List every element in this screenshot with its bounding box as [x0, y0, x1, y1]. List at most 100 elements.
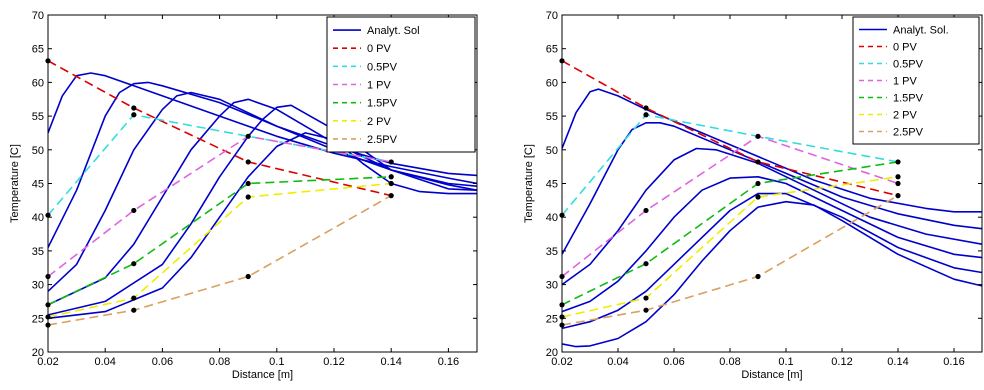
data-point-marker [643, 105, 649, 111]
legend-label: 2.5PV [367, 134, 398, 146]
data-point-marker [131, 307, 137, 313]
data-point-marker [643, 295, 649, 301]
data-point-marker [245, 180, 251, 187]
data-point-marker [755, 194, 761, 200]
chart-panel-1: 0.02 0.04 0.06 0.08 0.1 0.12 0.14 0.16 20 25 30 35 4… [9, 10, 478, 381]
legend-label: 1.5PV [367, 98, 398, 110]
analytic-curve-5 [562, 192, 982, 330]
data-point-marker [755, 273, 761, 280]
legend-label: 0 PV [367, 43, 392, 55]
legend-label: 0.5PV [893, 59, 924, 71]
legend-box [852, 16, 980, 145]
x-tick-label: 0.06 [663, 356, 684, 368]
y-tick-label: 35 [546, 246, 558, 258]
series-line-2 [562, 113, 899, 216]
analytic-curve-2 [562, 122, 982, 255]
x-tick-label: 0.04 [94, 356, 115, 368]
series-line-1 [48, 60, 392, 197]
data-point-marker [131, 105, 137, 111]
y-tick-label: 20 [32, 347, 44, 359]
analytic-curve-6 [48, 132, 477, 320]
legend-box [326, 16, 476, 153]
y-tick-label: 25 [32, 313, 44, 325]
measured-series-group [48, 60, 392, 326]
data-point-marker [131, 112, 137, 118]
data-point-marker [643, 112, 649, 118]
data-point-marker [643, 307, 649, 313]
y-tick-label: 70 [32, 10, 44, 22]
analytic-curve-5 [48, 104, 477, 316]
series-line-6 [48, 194, 392, 326]
x-tick-label: 0.16 [438, 356, 459, 368]
legend-label: 2 PV [367, 116, 392, 128]
y-tick-label: 40 [546, 212, 558, 224]
data-point-marker [895, 174, 901, 180]
data-point-marker [643, 261, 649, 267]
analytic-curve-1 [562, 88, 982, 213]
analytic-curve-4 [562, 176, 982, 313]
measured-series-group [562, 60, 899, 326]
y-tick-label: 30 [546, 280, 558, 292]
analytic-curve-3 [562, 147, 982, 286]
series-line-1 [562, 60, 899, 197]
data-point-marker [245, 133, 251, 139]
series-line-4 [48, 176, 392, 306]
y-tick-label: 50 [32, 145, 44, 157]
y-tick-label: 50 [546, 145, 558, 157]
data-point-marker [755, 133, 761, 139]
x-tick-label: 0.1 [269, 356, 284, 368]
data-point-marker [388, 180, 394, 187]
y-tick-label: 55 [32, 111, 44, 123]
y-axis-label: Temperature [C] [9, 144, 21, 223]
data-point-marker [755, 159, 761, 165]
series-line-3 [562, 135, 899, 278]
data-point-marker [245, 273, 251, 280]
legend-label: 2.5PV [893, 127, 924, 139]
legend: Analyt. Sol 0 PV 0.5PV 1 PV 1.5PV 2 PV 2.5PV [326, 16, 476, 153]
data-point-marker [245, 159, 251, 165]
y-tick-label: 45 [546, 179, 558, 191]
data-point-marker [131, 207, 137, 214]
data-point-marker [895, 193, 901, 199]
analytic-solution-group [48, 72, 477, 320]
y-tick-label: 25 [546, 313, 558, 325]
x-axis-label: Distance [m] [741, 369, 802, 381]
x-tick-label: 0.14 [380, 356, 401, 368]
data-point-marker [245, 194, 251, 200]
legend-label: 0.5PV [367, 61, 398, 73]
series-line-2 [48, 113, 392, 216]
x-tick-label: 0.02 [551, 356, 572, 368]
y-axis-label: Temperature [C] [523, 144, 535, 223]
x-tick-label: 0.08 [719, 356, 740, 368]
legend-label: Analyt. Sol. [893, 25, 949, 37]
data-point-marker [388, 159, 394, 165]
series-line-6 [562, 194, 899, 326]
analytic-solution-group [562, 88, 982, 348]
x-tick-label: 0.12 [323, 356, 344, 368]
y-tick-label: 30 [32, 280, 44, 292]
legend-label: 1 PV [367, 80, 392, 92]
analytic-curve-6 [562, 200, 982, 348]
x-tick-label: 0.04 [607, 356, 628, 368]
legend-label: 1.5PV [893, 93, 924, 105]
chart-panel-2: 0.02 0.04 0.06 0.08 0.1 0.12 0.14 0.16 20 25 30 35 4… [523, 10, 983, 381]
series-line-5 [562, 176, 899, 318]
x-tick-label: 0.16 [943, 356, 964, 368]
y-tick-label: 65 [546, 44, 558, 56]
data-point-marker [895, 159, 901, 165]
y-tick-label: 60 [32, 77, 44, 89]
y-tick-label: 70 [546, 10, 558, 22]
data-point-marker [388, 193, 394, 199]
x-tick-label: 0.02 [37, 356, 58, 368]
x-tick-label: 0.08 [209, 356, 230, 368]
y-tick-label: 60 [546, 77, 558, 89]
data-point-marker [895, 180, 901, 187]
data-point-marker [131, 261, 137, 267]
x-tick-label: 0.06 [152, 356, 173, 368]
legend: Analyt. Sol. 0 PV 0.5PV 1 PV 1.5PV 2 PV 2.5PV [852, 16, 980, 145]
y-tick-label: 20 [546, 347, 558, 359]
y-tick-label: 45 [32, 179, 44, 191]
legend-label: 0 PV [893, 42, 918, 54]
y-tick-label: 55 [546, 111, 558, 123]
